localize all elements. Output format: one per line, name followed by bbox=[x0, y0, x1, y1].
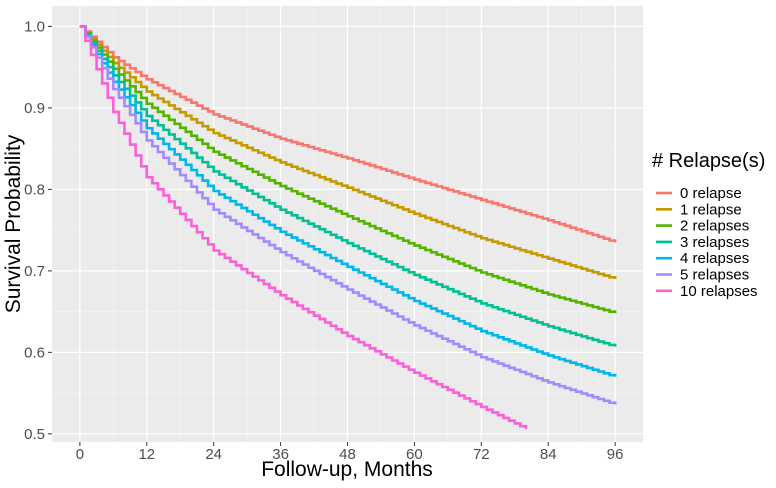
x-tick-label: 12 bbox=[138, 446, 155, 463]
y-tick-label: 0.6 bbox=[24, 344, 45, 361]
legend-title: # Relapse(s) bbox=[652, 150, 765, 172]
y-tick-label: 0.8 bbox=[24, 181, 45, 198]
legend-label-1: 1 relapse bbox=[680, 201, 742, 218]
series-layer bbox=[79, 25, 617, 429]
x-tick-label: 48 bbox=[339, 446, 356, 463]
legend-label-5: 5 relapses bbox=[680, 267, 749, 284]
series-line-6 bbox=[79, 25, 528, 429]
series-line-2 bbox=[79, 25, 617, 314]
x-tick-label: 60 bbox=[406, 446, 423, 463]
legend-label-2: 2 relapses bbox=[680, 218, 749, 235]
y-axis: 0.5 0.6 0.7 0.8 0.9 1.0 bbox=[24, 18, 52, 443]
series-line-0 bbox=[79, 25, 617, 243]
y-tick-label: 0.5 bbox=[24, 426, 45, 443]
legend-label-0: 0 relapse bbox=[680, 185, 742, 202]
legend-label-3: 3 relapses bbox=[680, 234, 749, 251]
y-tick-label: 0.7 bbox=[24, 263, 45, 280]
series-line-1 bbox=[79, 25, 617, 280]
x-axis-title: Follow-up, Months bbox=[261, 458, 433, 481]
series-line-3 bbox=[79, 25, 617, 347]
x-tick-label: 24 bbox=[205, 446, 222, 463]
legend-label-6: 10 relapses bbox=[680, 283, 758, 300]
x-tick-label: 96 bbox=[607, 446, 624, 463]
series-line-5 bbox=[79, 25, 617, 405]
legend-label-4: 4 relapses bbox=[680, 250, 749, 267]
x-tick-label: 36 bbox=[272, 446, 289, 463]
x-tick-label: 0 bbox=[76, 446, 84, 463]
x-tick-label: 72 bbox=[473, 446, 490, 463]
y-tick-label: 1.0 bbox=[24, 18, 45, 35]
y-axis-title: Survival Probability bbox=[2, 134, 25, 313]
series-line-4 bbox=[79, 25, 617, 377]
x-axis: 0 12 24 36 48 60 72 84 96 bbox=[76, 442, 624, 463]
x-tick-label: 84 bbox=[540, 446, 557, 463]
y-tick-label: 0.9 bbox=[24, 100, 45, 117]
